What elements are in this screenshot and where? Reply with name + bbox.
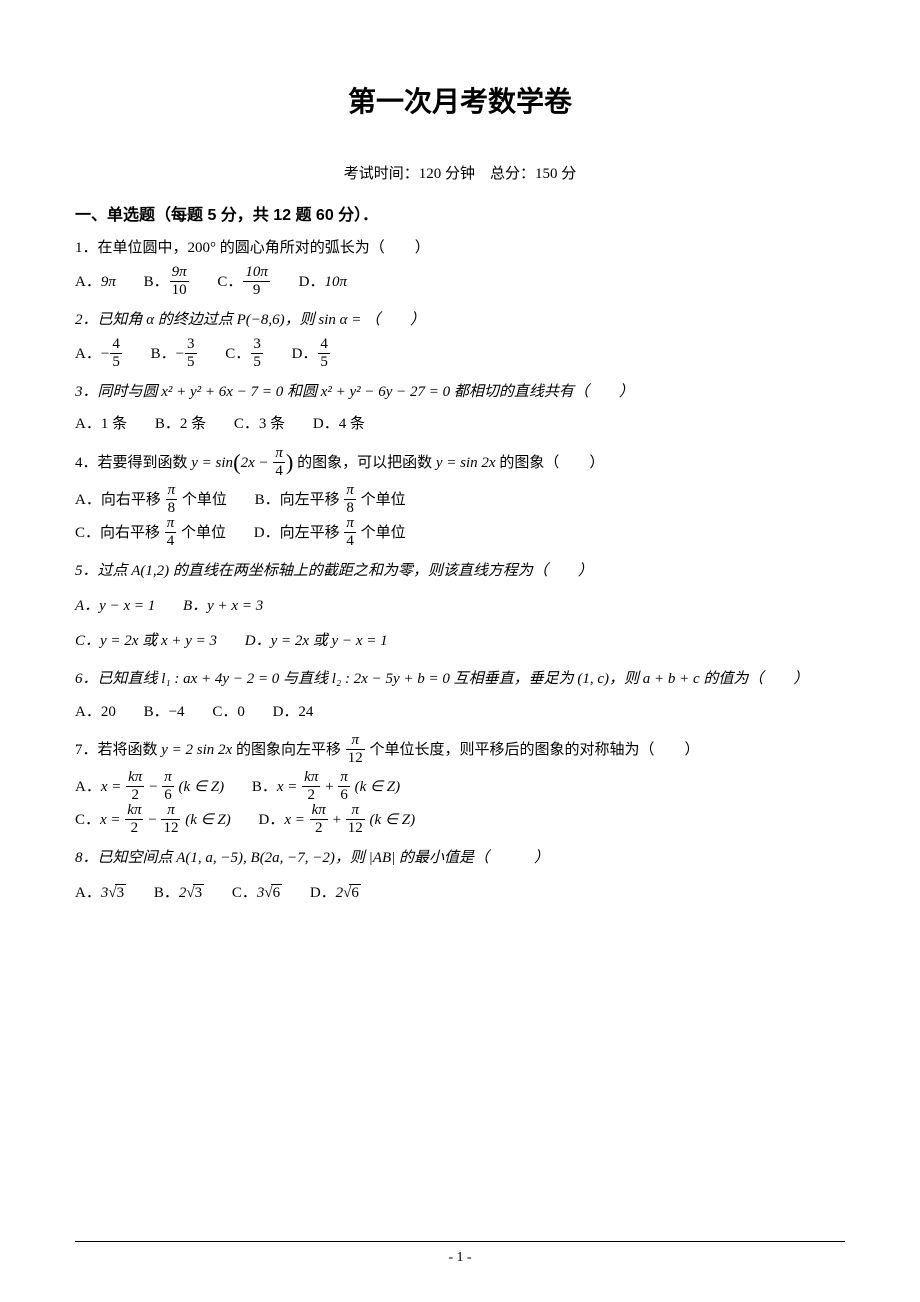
q5-option-a: A．y − x = 1 (75, 589, 155, 624)
q2-option-a: A．−45 (75, 338, 123, 371)
question-3: 3．同时与圆 x² + y² + 6x − 7 = 0 和圆 x² + y² −… (75, 379, 845, 406)
section-header: 一、单选题（每题 5 分，共 12 题 60 分）． (75, 201, 845, 225)
question-7: 7．若将函数 y = 2 sin 2x 的图象向左平移 π12 个单位长度，则平… (75, 734, 845, 767)
question-2-options: A．−45 B．−35 C．35 D．45 (75, 338, 845, 371)
exam-title: 第一次月考数学卷 (75, 80, 845, 120)
total-label: 总分： (490, 166, 535, 182)
q7-option-d: D．x = kπ2 + π12 (k ∈ Z) (259, 804, 416, 837)
q1-option-c: C．10π9 (217, 266, 271, 299)
q3-option-a: A．1 条 (75, 410, 127, 439)
question-2: 2．已知角 α 的终边过点 P(−8,6)，则 sin α = （ ） (75, 307, 845, 334)
q7-option-a: A．x = kπ2 − π6 (k ∈ Z) (75, 771, 224, 804)
exam-info: 考试时间：120 分钟 总分：150 分 (75, 162, 845, 183)
q8-option-b: B．2√3 (154, 879, 204, 908)
total-unit: 分 (558, 166, 577, 182)
q5-option-c: C．y = 2x 或 x + y = 3 (75, 624, 217, 659)
question-4: 4．若要得到函数 y = sin(2x − π4) 的图象，可以把函数 y = … (75, 447, 845, 480)
q8-option-a: A．3√3 (75, 879, 126, 908)
duration-value: 120 (419, 166, 442, 182)
q1-option-b: B．9π10 (144, 266, 190, 299)
q3-option-c: C．3 条 (234, 410, 285, 439)
question-1: 1．在单位圆中，200° 的圆心角所对的弧长为（ ） (75, 235, 845, 262)
q6-option-d: D．24 (273, 698, 314, 727)
question-5: 5．过点 A(1,2) 的直线在两坐标轴上的截距之和为零，则该直线方程为（ ） (75, 558, 845, 585)
q4-option-d: D．向左平移 π4 个单位 (254, 517, 406, 550)
q2-option-d: D．45 (292, 338, 331, 371)
q3-option-d: D．4 条 (313, 410, 365, 439)
q1-option-d: D．10π (299, 268, 347, 297)
question-8: 8．已知空间点 A(1, a, −5), B(2a, −7, −2)，则 |AB… (75, 845, 845, 872)
duration-unit: 分钟 (441, 166, 475, 182)
q4-option-b: B．向左平移 π8 个单位 (255, 484, 406, 517)
total-value: 150 (535, 166, 558, 182)
q6-option-c: C．0 (212, 698, 245, 727)
q4-option-c: C．向右平移 π4 个单位 (75, 517, 226, 550)
q3-option-b: B．2 条 (155, 410, 206, 439)
question-6-options: A．20 B．−4 C．0 D．24 (75, 697, 845, 726)
question-1-options: A．9π B．9π10 C．10π9 D．10π (75, 266, 845, 299)
question-3-options: A．1 条 B．2 条 C．3 条 D．4 条 (75, 410, 845, 439)
q7-option-c: C．x = kπ2 − π12 (k ∈ Z) (75, 804, 231, 837)
q2-option-b: B．−35 (151, 338, 198, 371)
q8-option-c: C．3√6 (232, 879, 282, 908)
page-number: - 1 - (0, 1250, 920, 1266)
q8-option-d: D．2√6 (310, 879, 361, 908)
question-8-options: A．3√3 B．2√3 C．3√6 D．2√6 (75, 878, 845, 907)
q7-option-b: B．x = kπ2 + π6 (k ∈ Z) (252, 771, 400, 804)
q6-option-a: A．20 (75, 698, 116, 727)
question-7-options: A．x = kπ2 − π6 (k ∈ Z) B．x = kπ2 + π6 (k… (75, 771, 845, 837)
q4-option-a: A．向右平移 π8 个单位 (75, 484, 227, 517)
q2-option-c: C．35 (225, 338, 264, 371)
question-6: 6．已知直线 l₁ : ax + 4y − 2 = 0 与直线 l₂ : 2x … (75, 666, 845, 693)
q1-option-a: A．9π (75, 268, 116, 297)
question-4-options: A．向右平移 π8 个单位 B．向左平移 π8 个单位 C．向右平移 π4 个单… (75, 484, 845, 550)
duration-label: 考试时间： (344, 166, 419, 182)
q5-option-d: D．y = 2x 或 y − x = 1 (245, 624, 388, 659)
footer-divider (75, 1241, 845, 1242)
question-5-options: A．y − x = 1 B．y + x = 3 C．y = 2x 或 x + y… (75, 589, 845, 659)
q6-option-b: B．−4 (144, 698, 185, 727)
q5-option-b: B．y + x = 3 (183, 589, 263, 624)
